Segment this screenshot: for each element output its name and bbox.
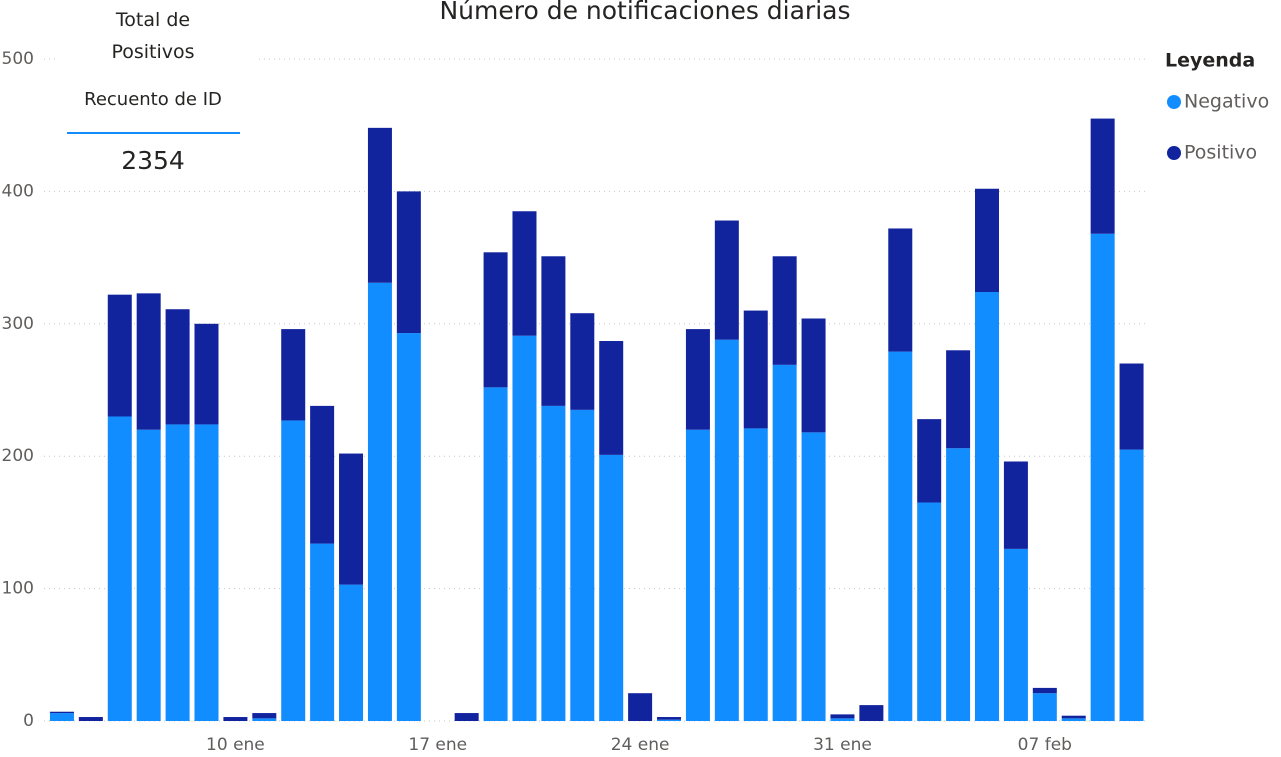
bar-segment <box>165 309 190 425</box>
bar-segment <box>483 252 508 388</box>
bar-segment <box>194 323 219 425</box>
y-tick-label: 200 <box>2 446 34 466</box>
bar-segment <box>657 719 682 721</box>
bar-segment <box>570 313 595 410</box>
bar-segment <box>136 293 161 430</box>
bar-segment <box>975 292 1000 721</box>
bar-segment <box>570 409 595 721</box>
bar-segment <box>888 351 913 721</box>
bar-segment <box>454 713 479 721</box>
bar-segment <box>772 364 797 721</box>
x-tick-label: 24 ene <box>611 735 670 755</box>
legend-label: Positivo <box>1184 142 1257 164</box>
bar-segment <box>946 448 971 721</box>
bar-segment <box>541 405 566 721</box>
card-background <box>55 0 255 185</box>
chart-title: Número de notificaciones diarias <box>439 0 850 25</box>
bar-segment <box>772 256 797 365</box>
legend-label: Negativo <box>1184 91 1269 113</box>
bar-segment <box>339 584 364 721</box>
x-tick-label: 07 feb <box>1018 735 1072 755</box>
bar-segment <box>743 310 768 429</box>
bar-segment <box>1003 461 1028 549</box>
y-tick-label: 0 <box>23 711 34 731</box>
y-tick-label: 500 <box>2 49 34 69</box>
bar-segment <box>512 211 537 336</box>
bar-segment <box>1119 363 1144 450</box>
bar-segment <box>685 329 710 430</box>
bar-segment <box>1032 687 1057 694</box>
bar-segment <box>252 713 277 719</box>
bar-segment <box>1090 233 1115 721</box>
bar-segment <box>628 693 653 721</box>
bar-segment <box>310 405 335 544</box>
bar-segment <box>801 318 826 433</box>
bar-segment <box>685 429 710 721</box>
x-tick-label: 31 ene <box>813 735 872 755</box>
card-label: Recuento de ID <box>84 89 222 110</box>
bar-segment <box>1032 693 1057 721</box>
x-tick-label: 17 ene <box>408 735 467 755</box>
bar-segment <box>714 339 739 721</box>
bar-segment <box>310 543 335 721</box>
bar-segment <box>599 454 624 721</box>
bar-segment <box>657 717 682 720</box>
bar-segment <box>801 432 826 721</box>
bar-segment <box>107 416 132 721</box>
bar-segment <box>743 428 768 721</box>
y-tick-label: 300 <box>2 314 34 334</box>
bar-segment <box>830 718 855 721</box>
legend-marker <box>1167 95 1181 109</box>
bar-segment <box>367 127 392 283</box>
bar-segment <box>1061 715 1086 719</box>
bar-segment <box>859 705 884 721</box>
bar-segment <box>49 713 74 721</box>
bar-segment <box>194 424 219 721</box>
legend-marker <box>1167 146 1181 160</box>
bar-segment <box>396 333 421 721</box>
bar-segment <box>975 188 1000 293</box>
bar-segment <box>1119 449 1144 721</box>
bar-segment <box>483 387 508 721</box>
bar-segment <box>714 220 739 340</box>
bar-segment <box>888 228 913 352</box>
bar-segment <box>78 717 103 721</box>
bar-segment <box>136 429 161 721</box>
bar-segment <box>396 191 421 334</box>
y-tick-label: 400 <box>2 181 34 201</box>
bar-segment <box>946 350 971 449</box>
bar-segment <box>599 341 624 455</box>
bar-segment <box>252 718 277 721</box>
bar-segment <box>1003 548 1028 721</box>
bar-segment <box>541 256 566 406</box>
card-title: Total de Positivos <box>111 9 194 63</box>
bar-segment <box>281 329 306 421</box>
bar-segment <box>367 282 392 721</box>
bar-segment <box>165 424 190 721</box>
bar-segment <box>830 714 855 719</box>
x-tick-label: 10 ene <box>206 735 265 755</box>
bar-segment <box>223 717 248 721</box>
bar-segment <box>917 502 942 721</box>
bar-segment <box>107 294 132 417</box>
card-value: 2354 <box>121 146 185 175</box>
bar-segment <box>281 420 306 721</box>
bar-segment <box>49 711 74 714</box>
bar-segment <box>1061 718 1086 721</box>
bar-segment <box>917 419 942 503</box>
bar-segment <box>339 453 364 585</box>
plot <box>44 58 1146 722</box>
y-tick-label: 100 <box>2 579 34 599</box>
bar-segment <box>1090 118 1115 234</box>
bar-segment <box>512 335 537 721</box>
legend-title: Leyenda <box>1165 50 1255 72</box>
